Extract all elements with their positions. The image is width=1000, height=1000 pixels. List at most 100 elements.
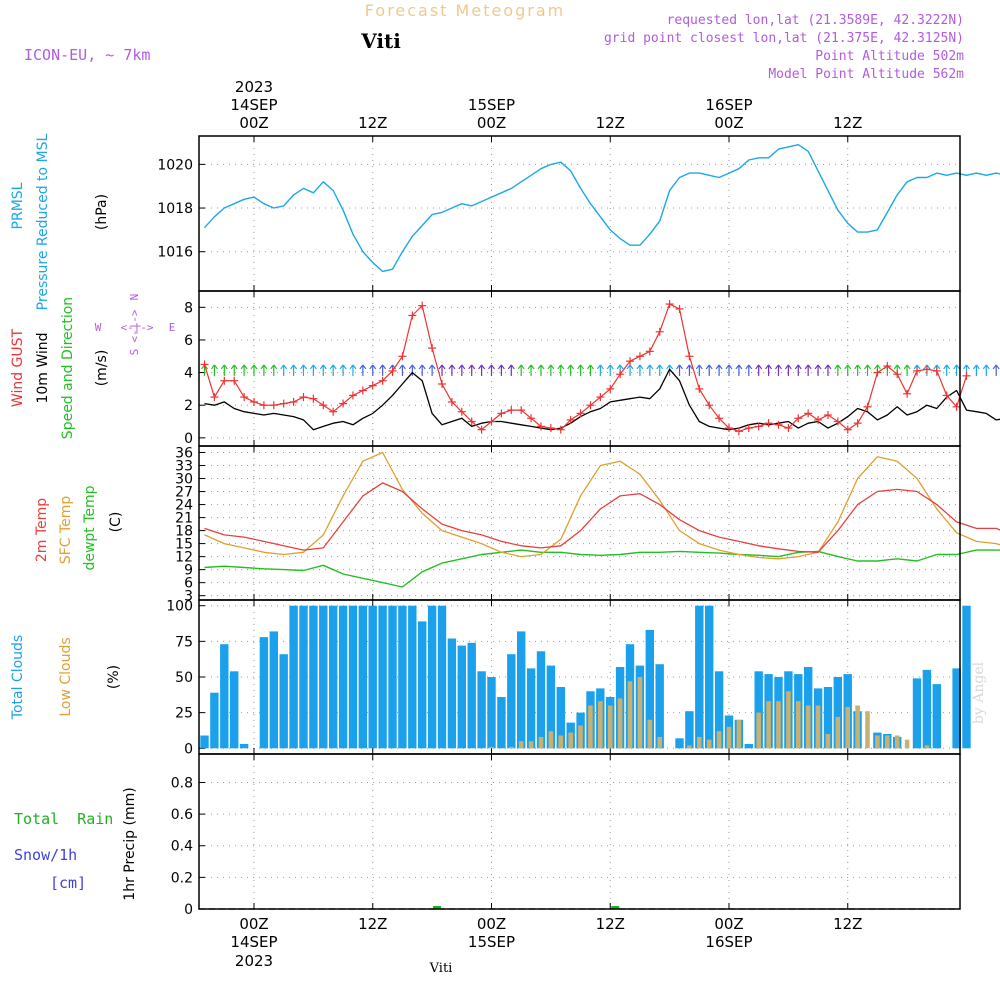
wind-arrow-head [893,364,898,370]
wind-arrow-head [867,364,872,370]
total-cloud-bar [932,684,941,749]
y-tick-label: 33 [175,459,193,475]
total-cloud-bar [457,645,466,749]
low-cloud-bar [855,705,860,749]
total-cloud-bar [645,629,654,749]
wind-arrow-head [946,364,951,370]
wind-arrow-head [411,364,416,370]
wind-arrow-head [451,364,456,370]
top-day-label: 14SEP [230,96,277,114]
wind-arrow-head [250,364,255,370]
total-cloud-bar [388,605,397,749]
bottom-hour-label: 12Z [596,915,625,933]
wind10-line [204,368,1000,431]
bottom-hour-label: 12Z [833,915,862,933]
wind-arrow-head [220,364,225,370]
wind-arrow-head [992,364,997,370]
wind-arrow-head [438,364,443,370]
wind-dir-label: Speed and Direction [60,297,76,439]
compass-vertical: <-|-> [128,309,141,342]
wind-arrow-head [735,364,740,370]
low-cloud-bar [815,705,821,749]
wind-arrow-head [421,364,426,370]
wind-arrow-head [270,364,275,370]
sfc-temp-line [204,451,1000,560]
wind-arrow-head [339,364,344,370]
wind-arrow-head [471,364,476,370]
wind-arrow-head [896,364,901,370]
total-cloud-bar [259,637,269,749]
wind-arrow-head [639,364,644,370]
wind-arrow-head [787,364,792,370]
low-cloud-bar [558,735,564,749]
low-cloud-bar [875,735,880,749]
total-cloud-bar [378,605,387,749]
prmsl-line [203,143,1000,273]
wind-arrow-head [936,364,941,370]
bottom-day-labels: 14SEP 15SEP 16SEP [230,933,752,951]
low-cloud-bar [776,701,781,749]
wind-arrow-head [329,364,334,370]
compass-icon: W E N S <-|-> <-|-> [95,294,176,356]
wind-arrow-head [352,364,357,370]
wind-arrow-head [695,364,700,370]
total-cloud-bar [269,631,278,749]
wind-arrow-head [570,364,575,370]
wind-arrow-head [685,364,690,370]
rain-bar [433,906,442,909]
bottom-day-label: 14SEP [230,933,277,951]
low-cloud-bar [924,745,930,749]
wind-arrow-head [441,364,446,370]
y-tick-label: 50 [175,670,193,686]
gridpoint-coords: grid point closest lon,lat (21.375E, 42.… [604,31,964,46]
y-tick-label: 36 [175,446,193,462]
snow-unit-legend: [cm] [50,874,86,892]
wind-arrow-head [230,364,235,370]
wind-arrow-head [560,364,565,370]
low-cloud-bar [637,677,643,749]
dew-label: dewpt Temp [82,485,98,570]
wind-arrow-head [768,364,773,370]
wind-arrow-head [975,364,980,370]
model-altitude: Model Point Altitude 562m [768,67,964,82]
wind-arrow-head [698,364,703,370]
wind-arrow-head [497,364,502,370]
wind-arrow-head [280,364,285,370]
top-hour-label: 12Z [358,114,387,132]
dewpt-line [204,549,1000,588]
wind-arrow-head [488,364,492,370]
total-cloud-bar [546,665,556,749]
wind-arrow-head [966,364,970,370]
prmsl-label: PRMSL [10,182,26,229]
clouds-unit: (%) [106,665,122,689]
total-cloud-bar [437,605,447,749]
wind-arrow-head [418,364,423,370]
wind-arrow-head [299,364,304,370]
wind-arrow-head [619,364,624,370]
wind-arrow-head [804,364,809,370]
wind-arrow-head [609,364,614,370]
bottom-hour-label: 12Z [358,915,387,933]
bottom-hour-label: 00Z [477,915,506,933]
footer-location: Viti [429,961,453,976]
y-tick-label: 2 [184,398,193,414]
precip-axis-label: 1hr Precip (mm) [122,787,138,900]
rain-legend: Total Rain [14,810,113,828]
total-cloud-bar [744,744,753,749]
y-tick-label: 18 [175,524,193,540]
total-cloud-bar [408,605,417,749]
total-cloud-bar [289,605,298,749]
wind-arrow-head [824,364,829,370]
top-hour-labels: 00Z 12Z 00Z 12Z 00Z 12Z [239,114,862,132]
rain-bar [611,906,620,909]
wind-arrow-head [586,364,591,370]
compass-e: E [169,321,176,334]
low-cloud-bar [657,736,662,749]
total-cloud-bar [675,738,684,749]
y-tick-label: 0.4 [171,839,193,855]
low-cloud-bar [885,735,890,749]
y-tick-label: 6 [184,333,193,349]
total-cloud-bar [338,605,348,749]
wind-arrow-head [953,364,958,370]
